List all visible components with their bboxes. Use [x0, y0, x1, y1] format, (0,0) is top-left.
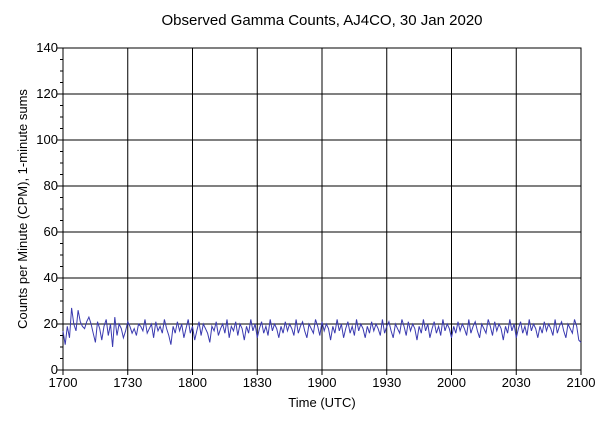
y-tick-label: 0: [51, 362, 58, 377]
y-tick-label: 100: [36, 132, 58, 147]
x-tick-label: 2000: [437, 375, 466, 390]
y-tick-label: 140: [36, 40, 58, 55]
y-tick-label: 80: [44, 178, 58, 193]
y-tick-label: 20: [44, 316, 58, 331]
y-tick-label: 120: [36, 86, 58, 101]
x-tick-label: 1900: [308, 375, 337, 390]
y-axis-label: Counts per Minute (CPM), 1-minute sums: [15, 89, 30, 329]
x-tick-label: 1930: [372, 375, 401, 390]
y-minor-ticks: [57, 47, 63, 371]
x-axis-ticks: 1700 1730 1800 1830 1900 1930 2000 2030 2100: [49, 370, 596, 390]
x-tick-label: 1800: [178, 375, 207, 390]
x-tick-label: 1730: [113, 375, 142, 390]
chart-title: Observed Gamma Counts, AJ4CO, 30 Jan 202…: [162, 12, 483, 29]
y-tick-label: 60: [44, 224, 58, 239]
grid-lines: [62, 47, 582, 371]
x-tick-label: 1830: [243, 375, 272, 390]
x-tick-label: 1700: [49, 375, 78, 390]
y-axis-ticks: 0 20 40 60 80 100 120 140: [36, 40, 58, 377]
x-tick-label: 2030: [502, 375, 531, 390]
x-tick-label: 2100: [567, 375, 596, 390]
y-tick-label: 40: [44, 270, 58, 285]
series-line-gamma-cpm: [62, 307, 582, 348]
x-axis-label: Time (UTC): [288, 395, 355, 410]
